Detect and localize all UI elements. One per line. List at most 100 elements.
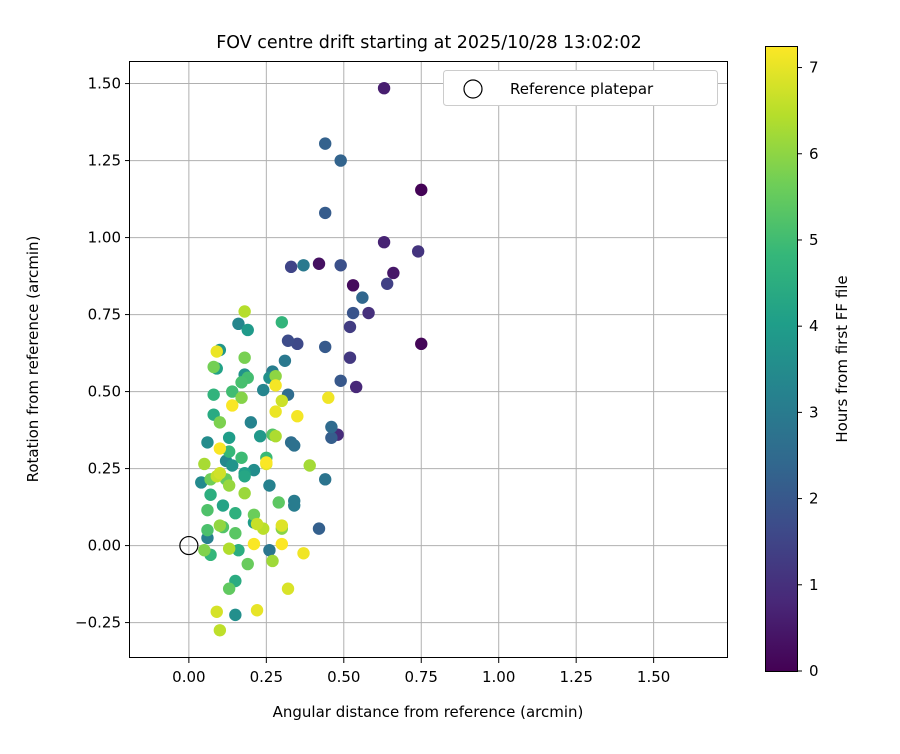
legend: Reference platepar bbox=[443, 70, 718, 106]
data-point bbox=[334, 259, 347, 272]
data-point bbox=[343, 320, 357, 334]
colorbar-tick-label: 7 bbox=[809, 59, 819, 77]
data-point bbox=[334, 374, 347, 387]
legend-box bbox=[443, 70, 718, 106]
data-point bbox=[269, 405, 282, 418]
data-point bbox=[297, 547, 310, 560]
data-point bbox=[232, 317, 245, 331]
data-point bbox=[343, 351, 357, 364]
data-point bbox=[235, 376, 248, 389]
data-point bbox=[198, 543, 211, 557]
data-point bbox=[377, 235, 391, 249]
data-point bbox=[362, 306, 375, 320]
colorbar-tick-label: 6 bbox=[809, 145, 819, 163]
colorbar-tick-label: 3 bbox=[809, 403, 819, 421]
data-point bbox=[241, 557, 254, 571]
colorbar-gradient bbox=[765, 46, 797, 671]
x-tick-label: 1.00 bbox=[482, 668, 515, 686]
data-point bbox=[238, 305, 251, 318]
data-point bbox=[198, 457, 211, 471]
data-point bbox=[297, 259, 310, 272]
data-point bbox=[275, 394, 289, 408]
data-point bbox=[319, 340, 332, 354]
x-tick-label: 0.50 bbox=[327, 668, 360, 686]
data-point bbox=[210, 345, 223, 358]
data-point bbox=[238, 470, 251, 483]
colorbar-tick-label: 1 bbox=[809, 576, 819, 594]
data-point bbox=[244, 416, 258, 429]
data-point bbox=[263, 479, 276, 492]
data-point bbox=[291, 410, 304, 423]
data-point bbox=[213, 442, 227, 455]
data-point bbox=[229, 608, 242, 622]
data-point bbox=[312, 522, 326, 535]
plot-frame bbox=[129, 61, 728, 658]
data-point bbox=[269, 379, 282, 392]
data-point bbox=[281, 582, 295, 595]
y-tick-label: 0.50 bbox=[88, 383, 121, 401]
data-point bbox=[201, 523, 214, 537]
data-point bbox=[349, 380, 363, 394]
data-point bbox=[250, 604, 264, 617]
y-tick-label: 0.00 bbox=[88, 537, 121, 555]
reference-layer bbox=[179, 535, 199, 556]
y-axis-label: Rotation from reference (arcmin) bbox=[24, 236, 42, 483]
data-point bbox=[356, 291, 369, 304]
x-tick-label: 1.50 bbox=[637, 668, 670, 686]
data-point bbox=[207, 388, 220, 401]
data-point bbox=[387, 266, 400, 280]
data-point bbox=[415, 183, 428, 197]
data-point bbox=[325, 420, 338, 434]
data-point bbox=[210, 605, 223, 618]
data-point bbox=[312, 257, 326, 270]
data-point bbox=[222, 542, 236, 555]
data-point bbox=[411, 245, 425, 258]
x-tick-label: 0.25 bbox=[250, 668, 283, 686]
x-tick-label: 0.00 bbox=[172, 668, 205, 686]
colorbar-tick-label: 5 bbox=[809, 231, 819, 249]
y-tick-label: 1.25 bbox=[88, 152, 121, 170]
data-point bbox=[241, 323, 254, 337]
data-point bbox=[275, 519, 289, 532]
data-points bbox=[195, 81, 428, 637]
data-point bbox=[226, 385, 239, 398]
colorbar-tick-label: 0 bbox=[809, 662, 819, 680]
y-tick-label: 1.50 bbox=[88, 75, 121, 93]
data-point bbox=[201, 503, 214, 517]
colorbar-frame bbox=[765, 46, 798, 672]
legend-reference-marker bbox=[463, 79, 483, 99]
data-point bbox=[346, 306, 360, 320]
data-point bbox=[269, 430, 282, 443]
data-point bbox=[253, 430, 267, 443]
data-point bbox=[319, 473, 332, 486]
y-tick-label: 1.00 bbox=[88, 229, 121, 247]
data-point bbox=[213, 466, 227, 480]
x-axis-ticks: 0.00 0.25 0.50 0.75 1.00 1.25 1.50 bbox=[172, 658, 670, 686]
data-point bbox=[380, 277, 394, 290]
data-point bbox=[288, 439, 301, 452]
data-point bbox=[250, 517, 264, 531]
chart-title: FOV centre drift starting at 2025/10/28 … bbox=[216, 33, 642, 53]
data-point bbox=[204, 488, 217, 501]
data-point bbox=[232, 543, 245, 557]
data-point bbox=[303, 459, 316, 472]
data-point bbox=[334, 154, 347, 167]
data-point bbox=[222, 582, 236, 595]
y-axis-ticks: −0.25 0.00 0.25 0.50 0.75 1.00 1.25 1.50 bbox=[75, 75, 130, 632]
y-tick-label: −0.25 bbox=[75, 614, 121, 632]
data-point bbox=[247, 537, 261, 551]
colorbar-ticks: 0 1 2 3 4 5 6 7 bbox=[797, 59, 819, 680]
y-tick-label: 0.75 bbox=[88, 306, 121, 324]
data-point bbox=[377, 81, 391, 95]
reference-platepar-marker bbox=[179, 535, 199, 556]
x-tick-label: 0.75 bbox=[405, 668, 438, 686]
colorbar: 0 1 2 3 4 5 6 7 Hours from first FF file bbox=[765, 46, 851, 680]
data-point bbox=[235, 451, 248, 464]
data-point bbox=[226, 459, 239, 472]
colorbar-tick-label: 4 bbox=[809, 317, 819, 335]
data-point bbox=[201, 436, 214, 449]
data-point bbox=[222, 479, 236, 492]
data-point bbox=[266, 554, 279, 568]
